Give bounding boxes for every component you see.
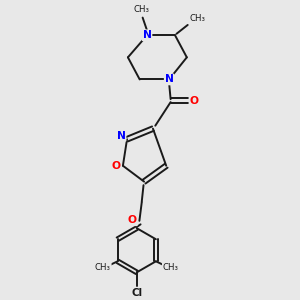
Text: O: O xyxy=(128,215,137,225)
Text: N: N xyxy=(117,131,126,141)
Text: N: N xyxy=(142,30,152,40)
Text: O: O xyxy=(112,161,121,171)
Text: CH₃: CH₃ xyxy=(189,14,205,23)
Text: O: O xyxy=(190,96,199,106)
Text: Cl: Cl xyxy=(131,288,142,298)
Text: N: N xyxy=(165,74,174,84)
Text: CH₃: CH₃ xyxy=(133,5,149,14)
Text: CH₃: CH₃ xyxy=(163,263,178,272)
Text: CH₃: CH₃ xyxy=(95,263,111,272)
